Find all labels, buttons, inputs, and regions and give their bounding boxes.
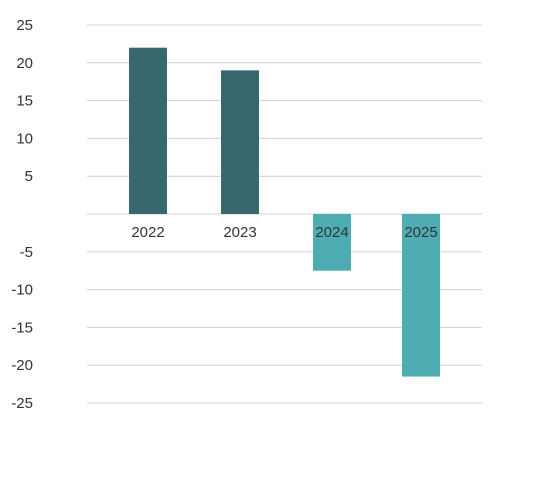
y-tick-label: 10 (16, 130, 33, 147)
y-tick-label: 25 (16, 17, 33, 34)
bar-2022 (129, 47, 167, 215)
bar-2023 (221, 70, 259, 214)
y-tick-label: -20 (11, 357, 33, 374)
y-tick-label: -10 (11, 282, 33, 299)
y-tick-label: 20 (16, 55, 33, 72)
bars (129, 47, 440, 377)
category-label-2024: 2024 (315, 224, 348, 241)
y-tick-label: 5 (25, 168, 33, 185)
category-label-2025: 2025 (404, 224, 437, 241)
category-labels: 2022 2023 2024 2025 (131, 224, 437, 241)
y-tick-label: -5 (20, 244, 33, 261)
y-tick-label: -25 (11, 395, 33, 412)
y-tick-label: 15 (16, 93, 33, 110)
category-label-2022: 2022 (131, 224, 164, 241)
bar-2024 (313, 214, 351, 271)
bar-2025 (402, 214, 440, 377)
category-label-2023: 2023 (223, 224, 256, 241)
y-axis-tick-labels: 25 20 15 10 5 -5 -10 -15 -20 -25 (11, 17, 33, 412)
y-tick-label: -15 (11, 319, 33, 336)
